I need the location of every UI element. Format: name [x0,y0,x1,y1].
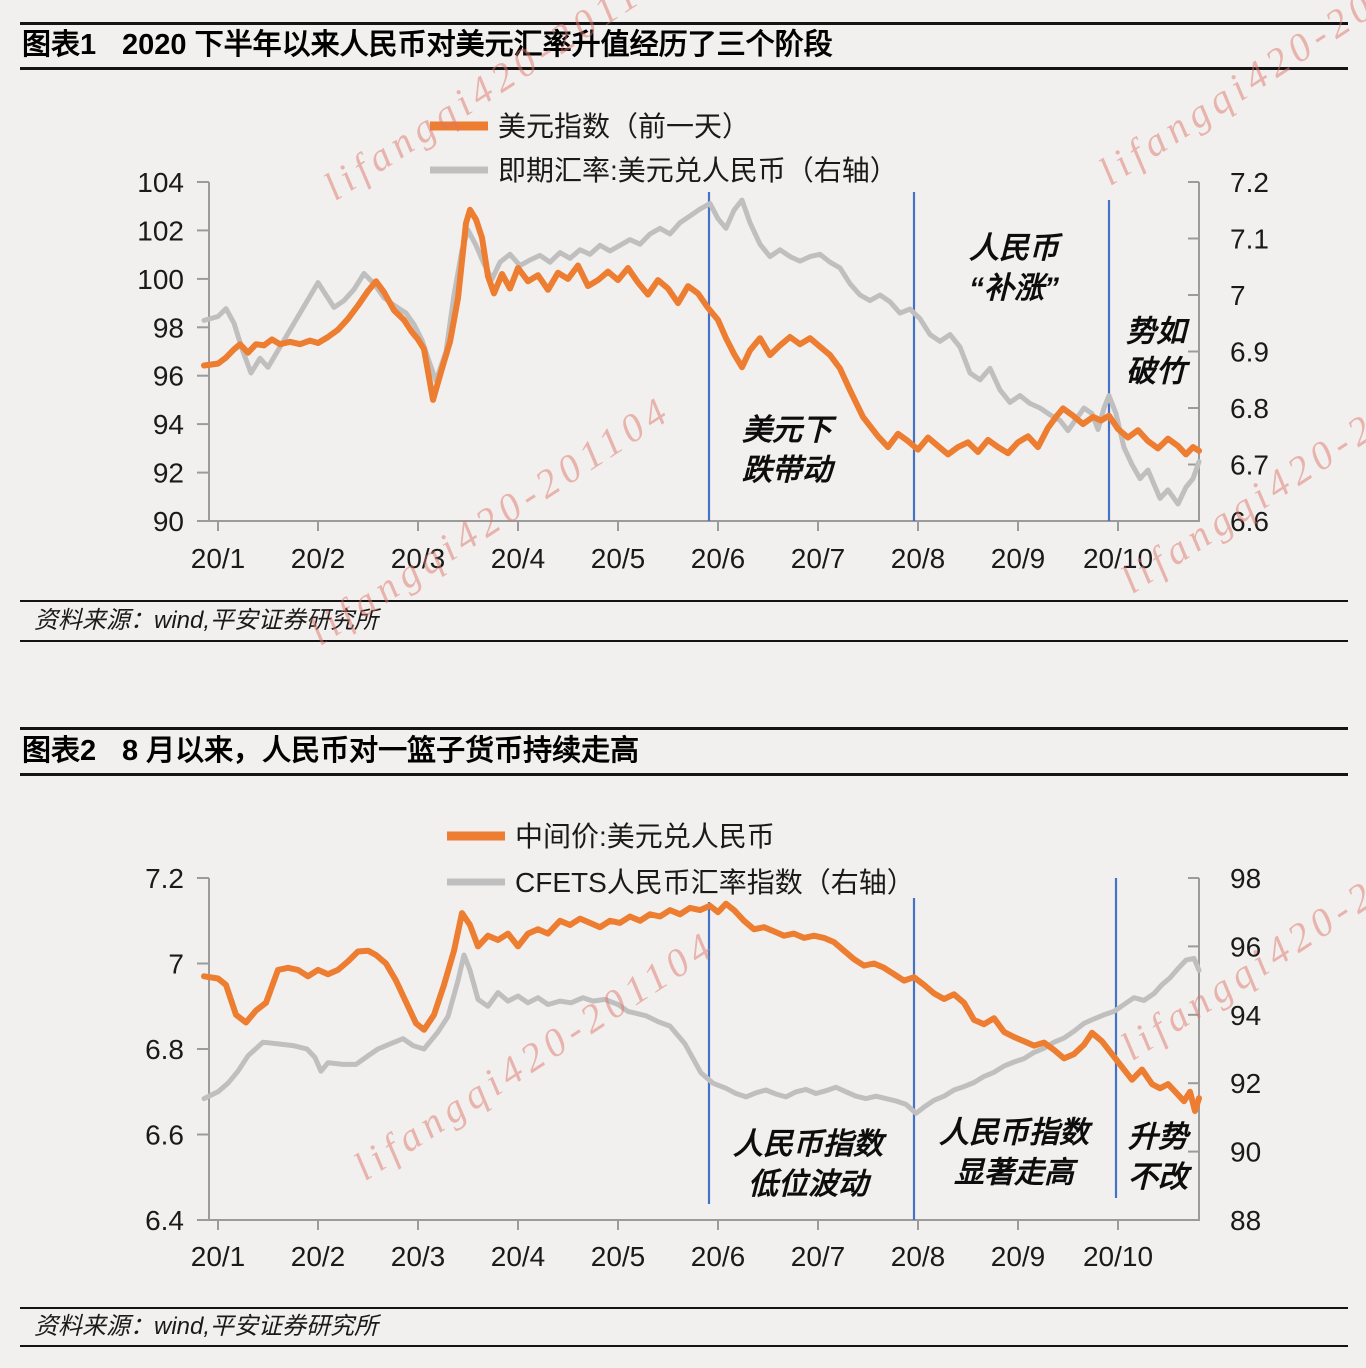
chart2-annotation: 升势 [1128,1121,1192,1154]
chart1-right-axis-label: 7 [1230,280,1246,311]
chart1-right-axis-label: 6.9 [1230,337,1269,368]
figure1-source: 资料来源：wind,平安证券研究所 [34,607,379,634]
figure2-top-rule [20,727,1348,730]
chart1-x-axis-label: 20/10 [1083,543,1153,574]
chart1-x-axis-label: 20/4 [491,543,546,574]
chart1-legend-label: 美元指数（前一天） [498,111,750,142]
chart1-annotation: 势如 [1126,315,1190,348]
chart2-x-axis-label: 20/1 [191,1241,246,1272]
chart1-annotation: 美元下 [742,414,837,447]
figure2-heading: 8 月以来，人民币对一篮子货币持续走高 [122,735,640,767]
chart1-right-axis-label: 6.7 [1230,450,1269,481]
figure2-source: 资料来源：wind,平安证券研究所 [34,1313,379,1340]
chart1-x-axis-label: 20/6 [691,543,746,574]
chart1-x-axis-label: 20/9 [991,543,1046,574]
chart2-x-axis-label: 20/7 [791,1241,846,1272]
chart1-right-axis-label: 6.6 [1230,506,1269,537]
chart2-right-axis-label: 90 [1230,1137,1261,1168]
chart1-annotation: 人民币 [969,232,1063,265]
chart2-right-axis-label: 94 [1230,1000,1261,1031]
chart1: 104 102 100 98 96 94 92 90 7.2 7.1 7 6.9 6.8 6.7 6.6 20… [137,111,1269,574]
chart2-x-axis-label: 20/8 [891,1241,946,1272]
chart2-right-axis-label: 98 [1230,863,1261,894]
figure1-source-bottom-rule [20,640,1348,642]
figure1-top-rule [20,22,1348,25]
chart2: 7.2 7 6.8 6.6 6.4 98 96 94 92 90 88 20/1 20/2 20/3 20/… [145,821,1261,1272]
chart2-right-axis-label: 96 [1230,931,1261,962]
chart1-annotation: 跌带动 [742,454,836,487]
chart2-annotation: 不改 [1128,1161,1193,1194]
chart2-left-axis-label: 6.8 [145,1034,184,1065]
chart1-left-axis-label: 92 [153,458,184,489]
chart1-x-axis-label: 20/8 [891,543,946,574]
chart2-left-axis-label: 6.6 [145,1120,184,1151]
chart2-series [201,952,1202,1116]
figure2-source-top-rule [20,1307,1348,1309]
chart1-left-axis-label: 96 [153,361,184,392]
chart2-annotation: 人民币指数 [939,1117,1093,1150]
chart1-x-axis-label: 20/5 [591,543,646,574]
chart1-annotation: 破竹 [1126,355,1191,388]
chart1-series [201,197,1202,507]
chart2-right-axis-label: 92 [1230,1068,1261,1099]
chart2-x-axis-label: 20/2 [291,1241,346,1272]
chart1-x-axis-label: 20/3 [391,543,446,574]
figure1-heading: 2020 下半年以来人民币对美元汇率升值经历了三个阶段 [122,29,833,61]
chart2-x-axis-label: 20/9 [991,1241,1046,1272]
chart2-right-axis-label: 88 [1230,1205,1261,1236]
figure2-source-bottom-rule [20,1345,1348,1347]
chart1-annotation: “补涨” [969,272,1059,305]
chart2-x-axis-label: 20/5 [591,1241,646,1272]
chart2-left-axis-label: 7 [168,949,184,980]
chart2-left-axis-label: 6.4 [145,1205,184,1236]
chart1-left-axis-label: 94 [153,409,184,440]
chart1-legend-label: 即期汇率:美元兑人民币（右轴） [498,155,898,186]
chart2-x-axis-label: 20/10 [1083,1241,1153,1272]
chart2-annotation: 显著走高 [954,1157,1079,1190]
chart1-right-axis-label: 7.1 [1230,224,1269,255]
chart1-left-axis-label: 104 [137,167,184,198]
chart2-x-axis-label: 20/6 [691,1241,746,1272]
chart1-left-axis-label: 100 [137,264,184,295]
chart2-annotation: 人民币指数 [733,1128,887,1161]
chart2-left-axis-label: 7.2 [145,863,184,894]
figure1-source-top-rule [20,600,1348,602]
chart1-right-axis-label: 6.8 [1230,393,1269,424]
chart2-annotation: 低位波动 [748,1167,872,1201]
chart2-series [201,900,1202,1114]
chart1-x-axis-label: 20/2 [291,543,346,574]
chart1-series [201,206,1202,458]
chart1-left-axis-label: 98 [153,312,184,343]
chart1-right-axis-label: 7.2 [1230,167,1269,198]
figure1-label: 图表1 [22,29,97,61]
chart1-left-axis-label: 102 [137,215,184,246]
chart2-legend-label: CFETS人民币汇率指数（右轴） [515,867,915,898]
chart2-x-axis-label: 20/4 [491,1241,546,1272]
chart1-left-axis-label: 90 [153,506,184,537]
chart2-x-axis-label: 20/3 [391,1241,446,1272]
figure2-label: 图表2 [22,735,97,767]
figure2-bottom-rule [20,773,1348,776]
figure1-bottom-rule [20,67,1348,70]
chart1-x-axis-label: 20/7 [791,543,846,574]
chart2-legend-label: 中间价:美元兑人民币 [515,821,775,852]
chart1-x-axis-label: 20/1 [191,543,246,574]
